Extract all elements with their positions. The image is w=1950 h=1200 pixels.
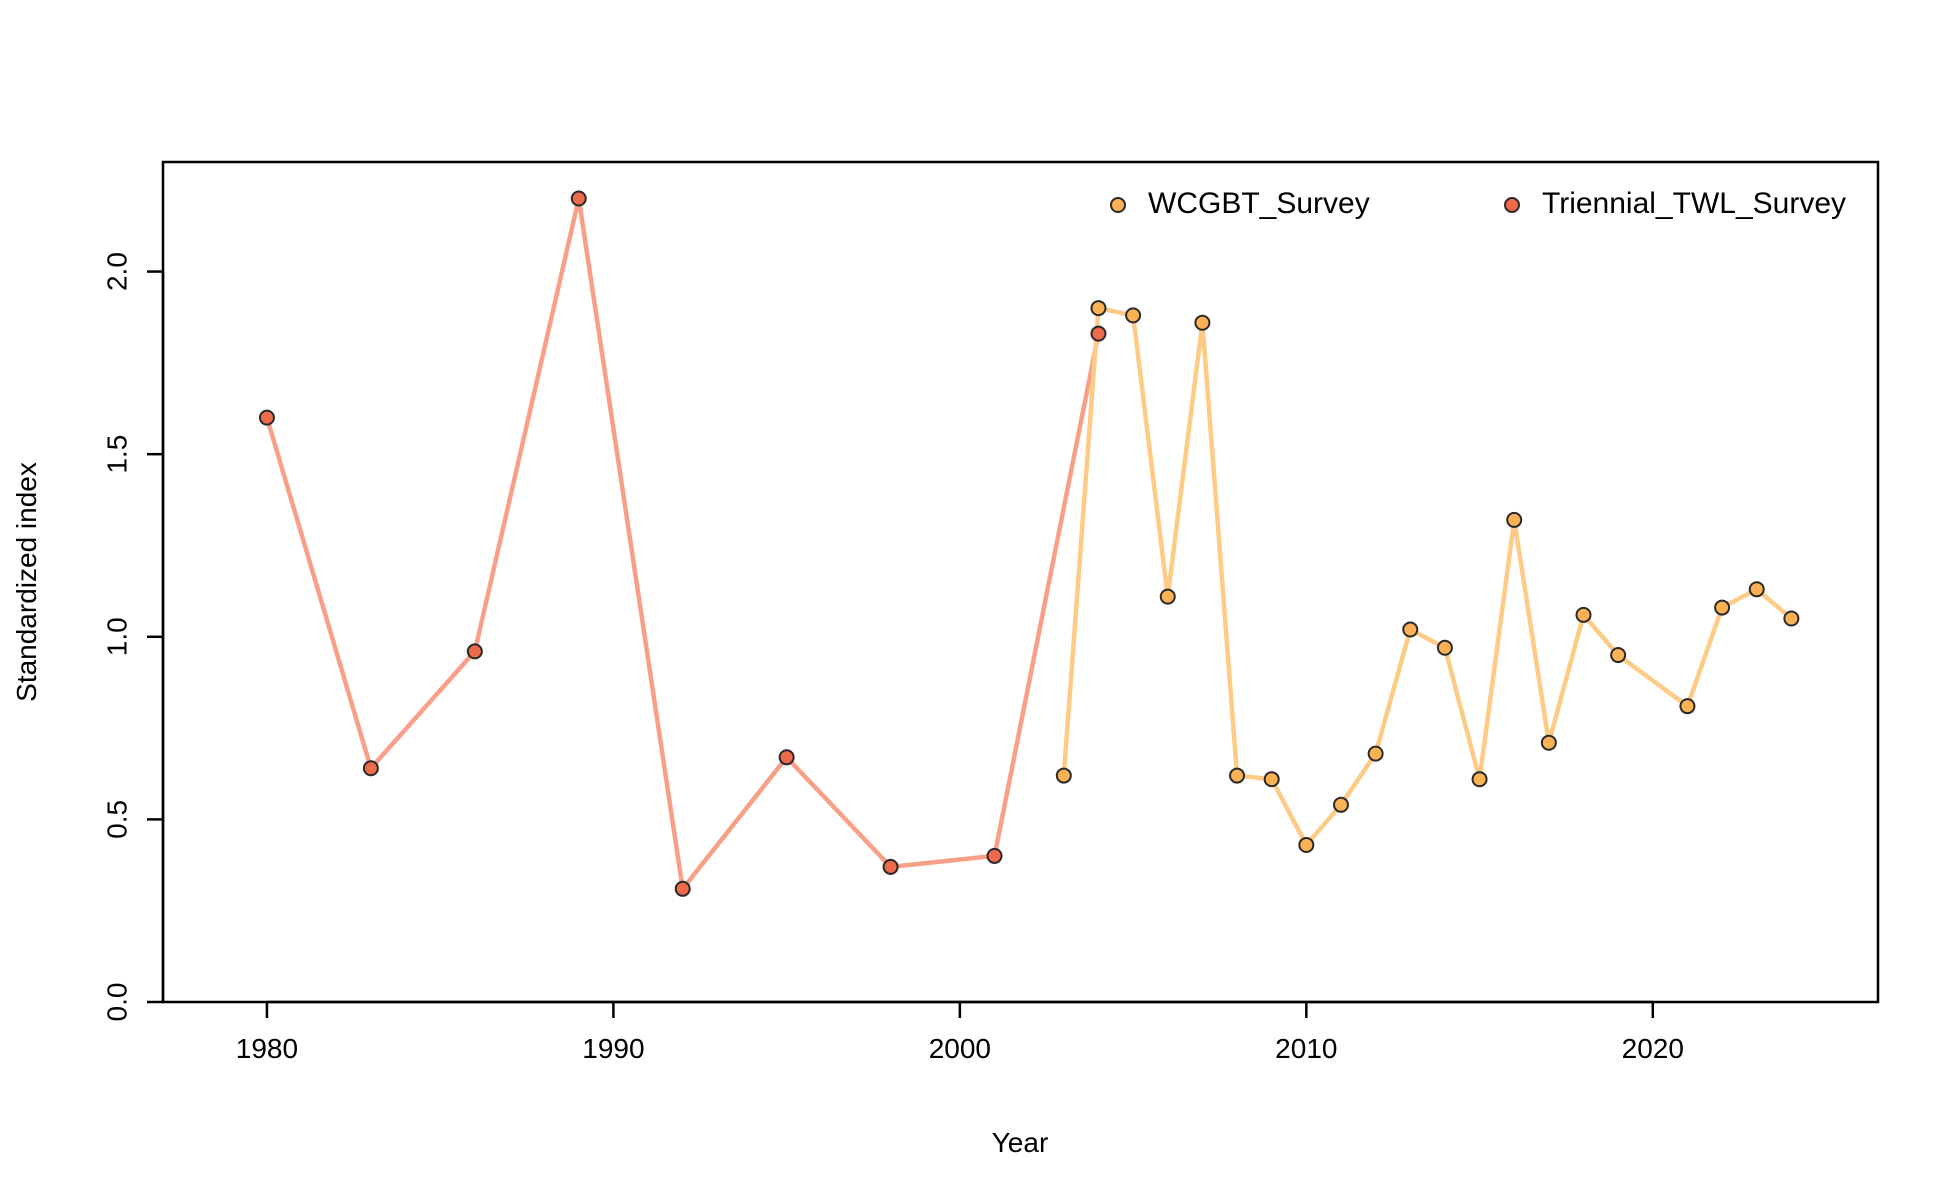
data-point [1506,511,1523,528]
y-tick-label: 2.0 [101,252,132,291]
data-point [1332,796,1349,813]
data-point [1783,610,1800,627]
data-point [362,760,379,777]
data-point [1090,325,1107,342]
y-tick-label: 1.0 [101,617,132,656]
data-point [882,858,899,875]
legend-label: WCGBT_Survey [1148,187,1370,220]
data-point [674,880,691,897]
x-tick-label: 2000 [929,1033,991,1064]
x-tick-label: 2020 [1622,1033,1684,1064]
data-point [1159,588,1176,605]
series-lines [264,196,1794,892]
legend-marker [1504,197,1520,213]
data-point [1229,767,1246,784]
x-tick-label: 2010 [1275,1033,1337,1064]
y-tick-label: 0.5 [101,800,132,839]
series-line-triennial-twl-survey [264,196,1101,892]
data-point [1090,300,1107,317]
x-tick-label: 1990 [582,1033,644,1064]
x-tick-label: 1980 [236,1033,298,1064]
data-point [1263,771,1280,788]
y-axis: 0.0 0.5 1.0 1.5 2.0 [101,252,165,1022]
x-axis: 1980 1990 2000 2010 2020 [236,1000,1684,1064]
data-point [1714,599,1731,616]
data-point [1436,639,1453,656]
legend-marker [1110,197,1126,213]
y-tick-label: 0.0 [101,983,132,1022]
legend-label: Triennial_TWL_Survey [1542,187,1846,220]
data-point [466,643,483,660]
data-point [1471,771,1488,788]
data-point [1748,581,1765,598]
data-point [1540,734,1557,751]
data-point [1298,836,1315,853]
plot-frame [161,160,1880,1004]
data-point [570,190,587,207]
data-point [986,847,1003,864]
data-point [1575,606,1592,623]
data-point [778,749,795,766]
series-line-wcgbt-survey [1061,305,1794,848]
data-point [1055,767,1072,784]
legend: WCGBT_Survey Triennial_TWL_Survey [1110,187,1846,220]
y-axis-label: Standardized index [11,462,42,702]
x-axis-label: Year [992,1127,1049,1158]
data-point [1194,314,1211,331]
data-point [1367,745,1384,762]
y-tick-label: 1.5 [101,435,132,474]
data-point [1610,647,1627,664]
series-points [258,190,1800,897]
data-point [1679,698,1696,715]
data-point [1402,621,1419,638]
data-point [1125,307,1142,324]
data-point [258,409,275,426]
